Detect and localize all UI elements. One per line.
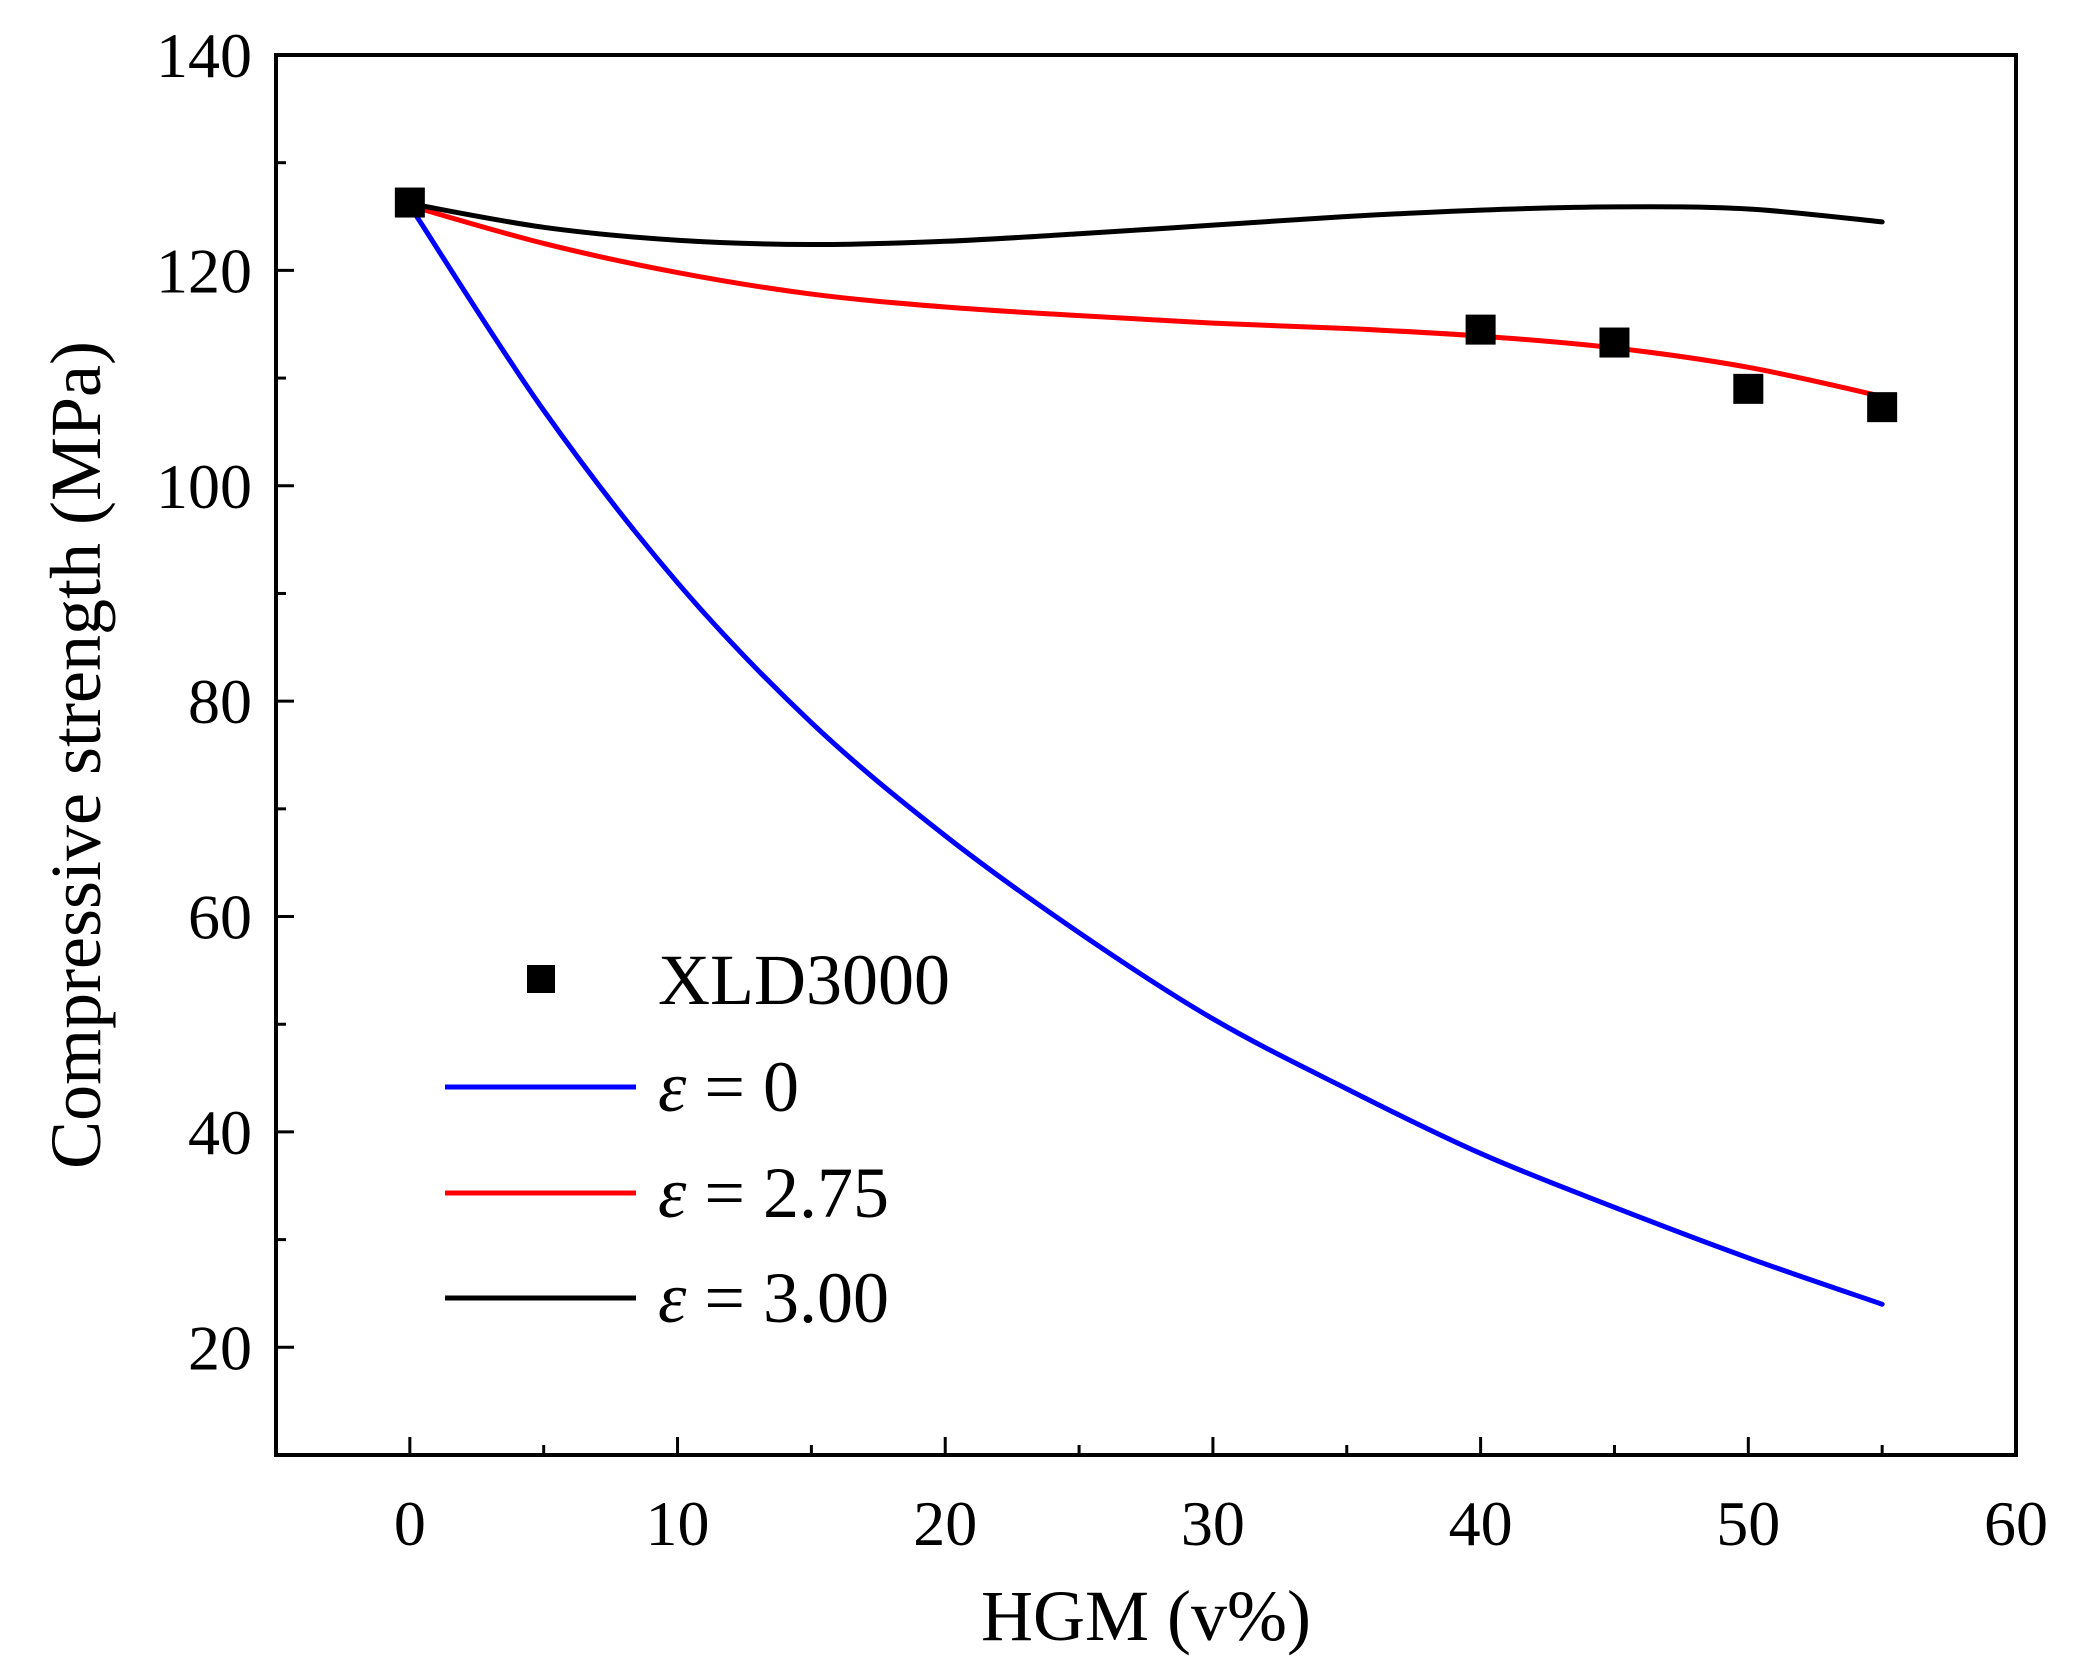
- legend-label-eps-3-00: ε = 3.00: [658, 1258, 889, 1338]
- x-axis-title: HGM (v%): [981, 1576, 1311, 1656]
- x-tick-label: 0: [394, 1488, 426, 1559]
- y-tick-label: 140: [156, 20, 252, 91]
- y-tick-label: 20: [188, 1312, 252, 1383]
- plot-area-frame: [274, 53, 2018, 1457]
- legend-eps-value: = 3.00: [704, 1258, 889, 1338]
- data-point-xld3000: [1465, 314, 1496, 345]
- legend-eps-value: = 0: [704, 1047, 799, 1127]
- data-point-xld3000: [1733, 373, 1764, 404]
- y-axis-title: Compressive strength (MPa): [36, 341, 116, 1169]
- legend-eps-symbol: ε: [658, 1258, 687, 1338]
- series-line-eps-0: [407, 203, 1885, 1307]
- legend-label-xld3000: XLD3000: [658, 940, 950, 1020]
- data-point-xld3000: [394, 187, 425, 218]
- scatter-points: [394, 187, 1898, 423]
- data-point-xld3000: [1599, 327, 1630, 358]
- y-tick-label: 80: [188, 666, 252, 737]
- series-line-eps-3-00: [407, 201, 1885, 248]
- y-tick-label: 40: [188, 1097, 252, 1168]
- legend-label-eps-2-75: ε = 2.75: [658, 1153, 889, 1233]
- y-tick-label: 100: [156, 451, 252, 522]
- x-tick-label: 50: [1716, 1488, 1780, 1559]
- x-tick-label: 60: [1984, 1488, 2048, 1559]
- legend-eps-symbol: ε: [658, 1153, 687, 1233]
- legend-label-eps-0: ε = 0: [658, 1047, 799, 1127]
- x-tick-label: 40: [1449, 1488, 1513, 1559]
- y-tick-label: 120: [156, 235, 252, 306]
- legend: XLD3000 ε = 0 ε = 2.75 ε = 3.00: [445, 940, 950, 1338]
- axis-ticks: 0 10 20 30 40 50 60 20 40 60 80 100 120 140: [156, 20, 2048, 1559]
- x-tick-label: 30: [1181, 1488, 1245, 1559]
- x-tick-label: 20: [913, 1488, 977, 1559]
- legend-eps-value: = 2.75: [704, 1153, 889, 1233]
- data-point-xld3000: [1867, 392, 1898, 423]
- x-tick-label: 10: [646, 1488, 710, 1559]
- y-tick-label: 60: [188, 882, 252, 953]
- legend-marker-xld3000: [527, 965, 555, 993]
- legend-eps-symbol: ε: [658, 1047, 687, 1127]
